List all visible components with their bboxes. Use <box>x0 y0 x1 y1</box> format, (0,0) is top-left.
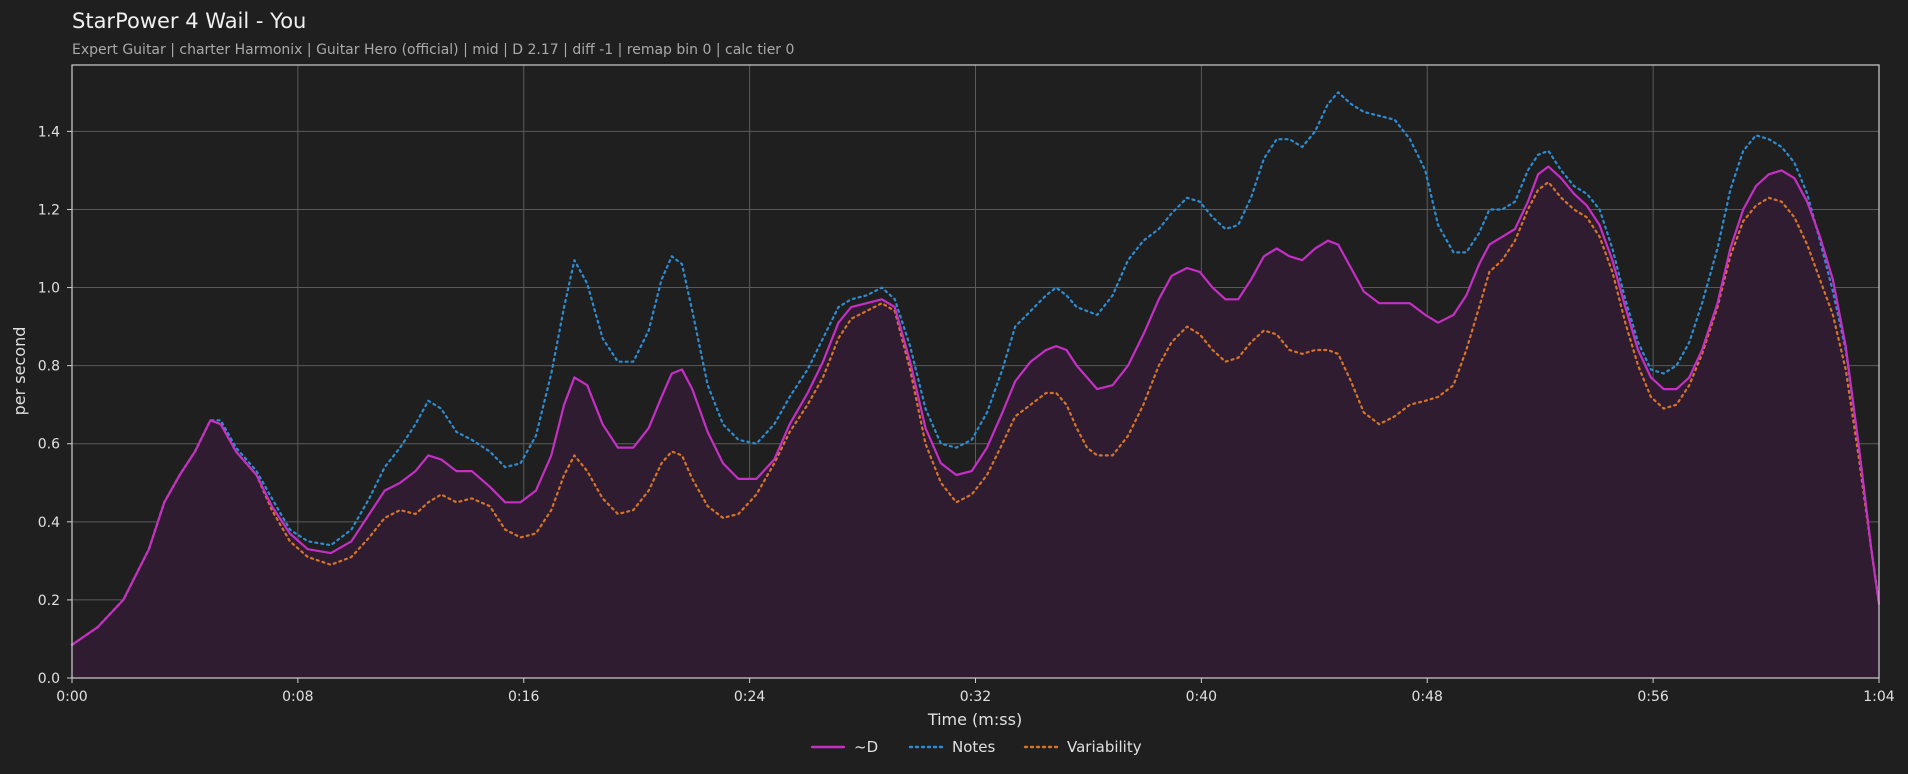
x-tick-label: 0:56 <box>1637 689 1669 705</box>
x-tick-label: 0:00 <box>56 689 87 705</box>
legend: ~D Notes Variability <box>810 738 1142 756</box>
y-tick-label: 0.8 <box>38 359 60 375</box>
x-tick-label: 0:24 <box>734 689 766 705</box>
x-tick-label: 0:32 <box>960 689 991 705</box>
series-fill-0 <box>72 166 1879 678</box>
x-tick-label: 1:04 <box>1863 689 1895 705</box>
chart-title: StarPower 4 Wail - You <box>72 9 306 33</box>
legend-label: ~D <box>854 738 878 756</box>
fill-layer <box>72 166 1879 678</box>
legend-label: Variability <box>1067 738 1142 756</box>
y-tick-label: 1.2 <box>38 202 60 218</box>
x-tick-label: 0:40 <box>1186 689 1217 705</box>
series-line-1 <box>70 91 1881 646</box>
y-tick-label: 1.4 <box>38 124 60 140</box>
y-axis-label: per second <box>10 327 29 416</box>
legend-label: Notes <box>952 738 996 756</box>
series-line-0 <box>70 165 1881 646</box>
x-tick-label: 0:48 <box>1412 689 1443 705</box>
series-line-2 <box>70 181 1881 646</box>
y-tick-label: 0.4 <box>38 515 60 531</box>
x-axis: 0:00 0:08 0:16 0:24 0:32 0:40 0:48 0:56 1:04 <box>56 678 1895 705</box>
y-tick-label: 0.2 <box>38 593 60 609</box>
x-axis-label: Time (m:ss) <box>927 710 1022 729</box>
y-tick-label: 1.0 <box>38 281 60 297</box>
chart-subtitle: Expert Guitar | charter Harmonix | Guita… <box>72 42 794 58</box>
x-tick-label: 0:08 <box>282 689 313 705</box>
x-tick-label: 0:16 <box>508 689 540 705</box>
series-layer <box>70 91 1881 646</box>
y-axis: 0.0 0.2 0.4 0.6 0.8 1.0 1.2 1.4 <box>38 124 72 687</box>
y-tick-label: 0.6 <box>38 437 60 453</box>
y-tick-label: 0.0 <box>38 671 60 687</box>
